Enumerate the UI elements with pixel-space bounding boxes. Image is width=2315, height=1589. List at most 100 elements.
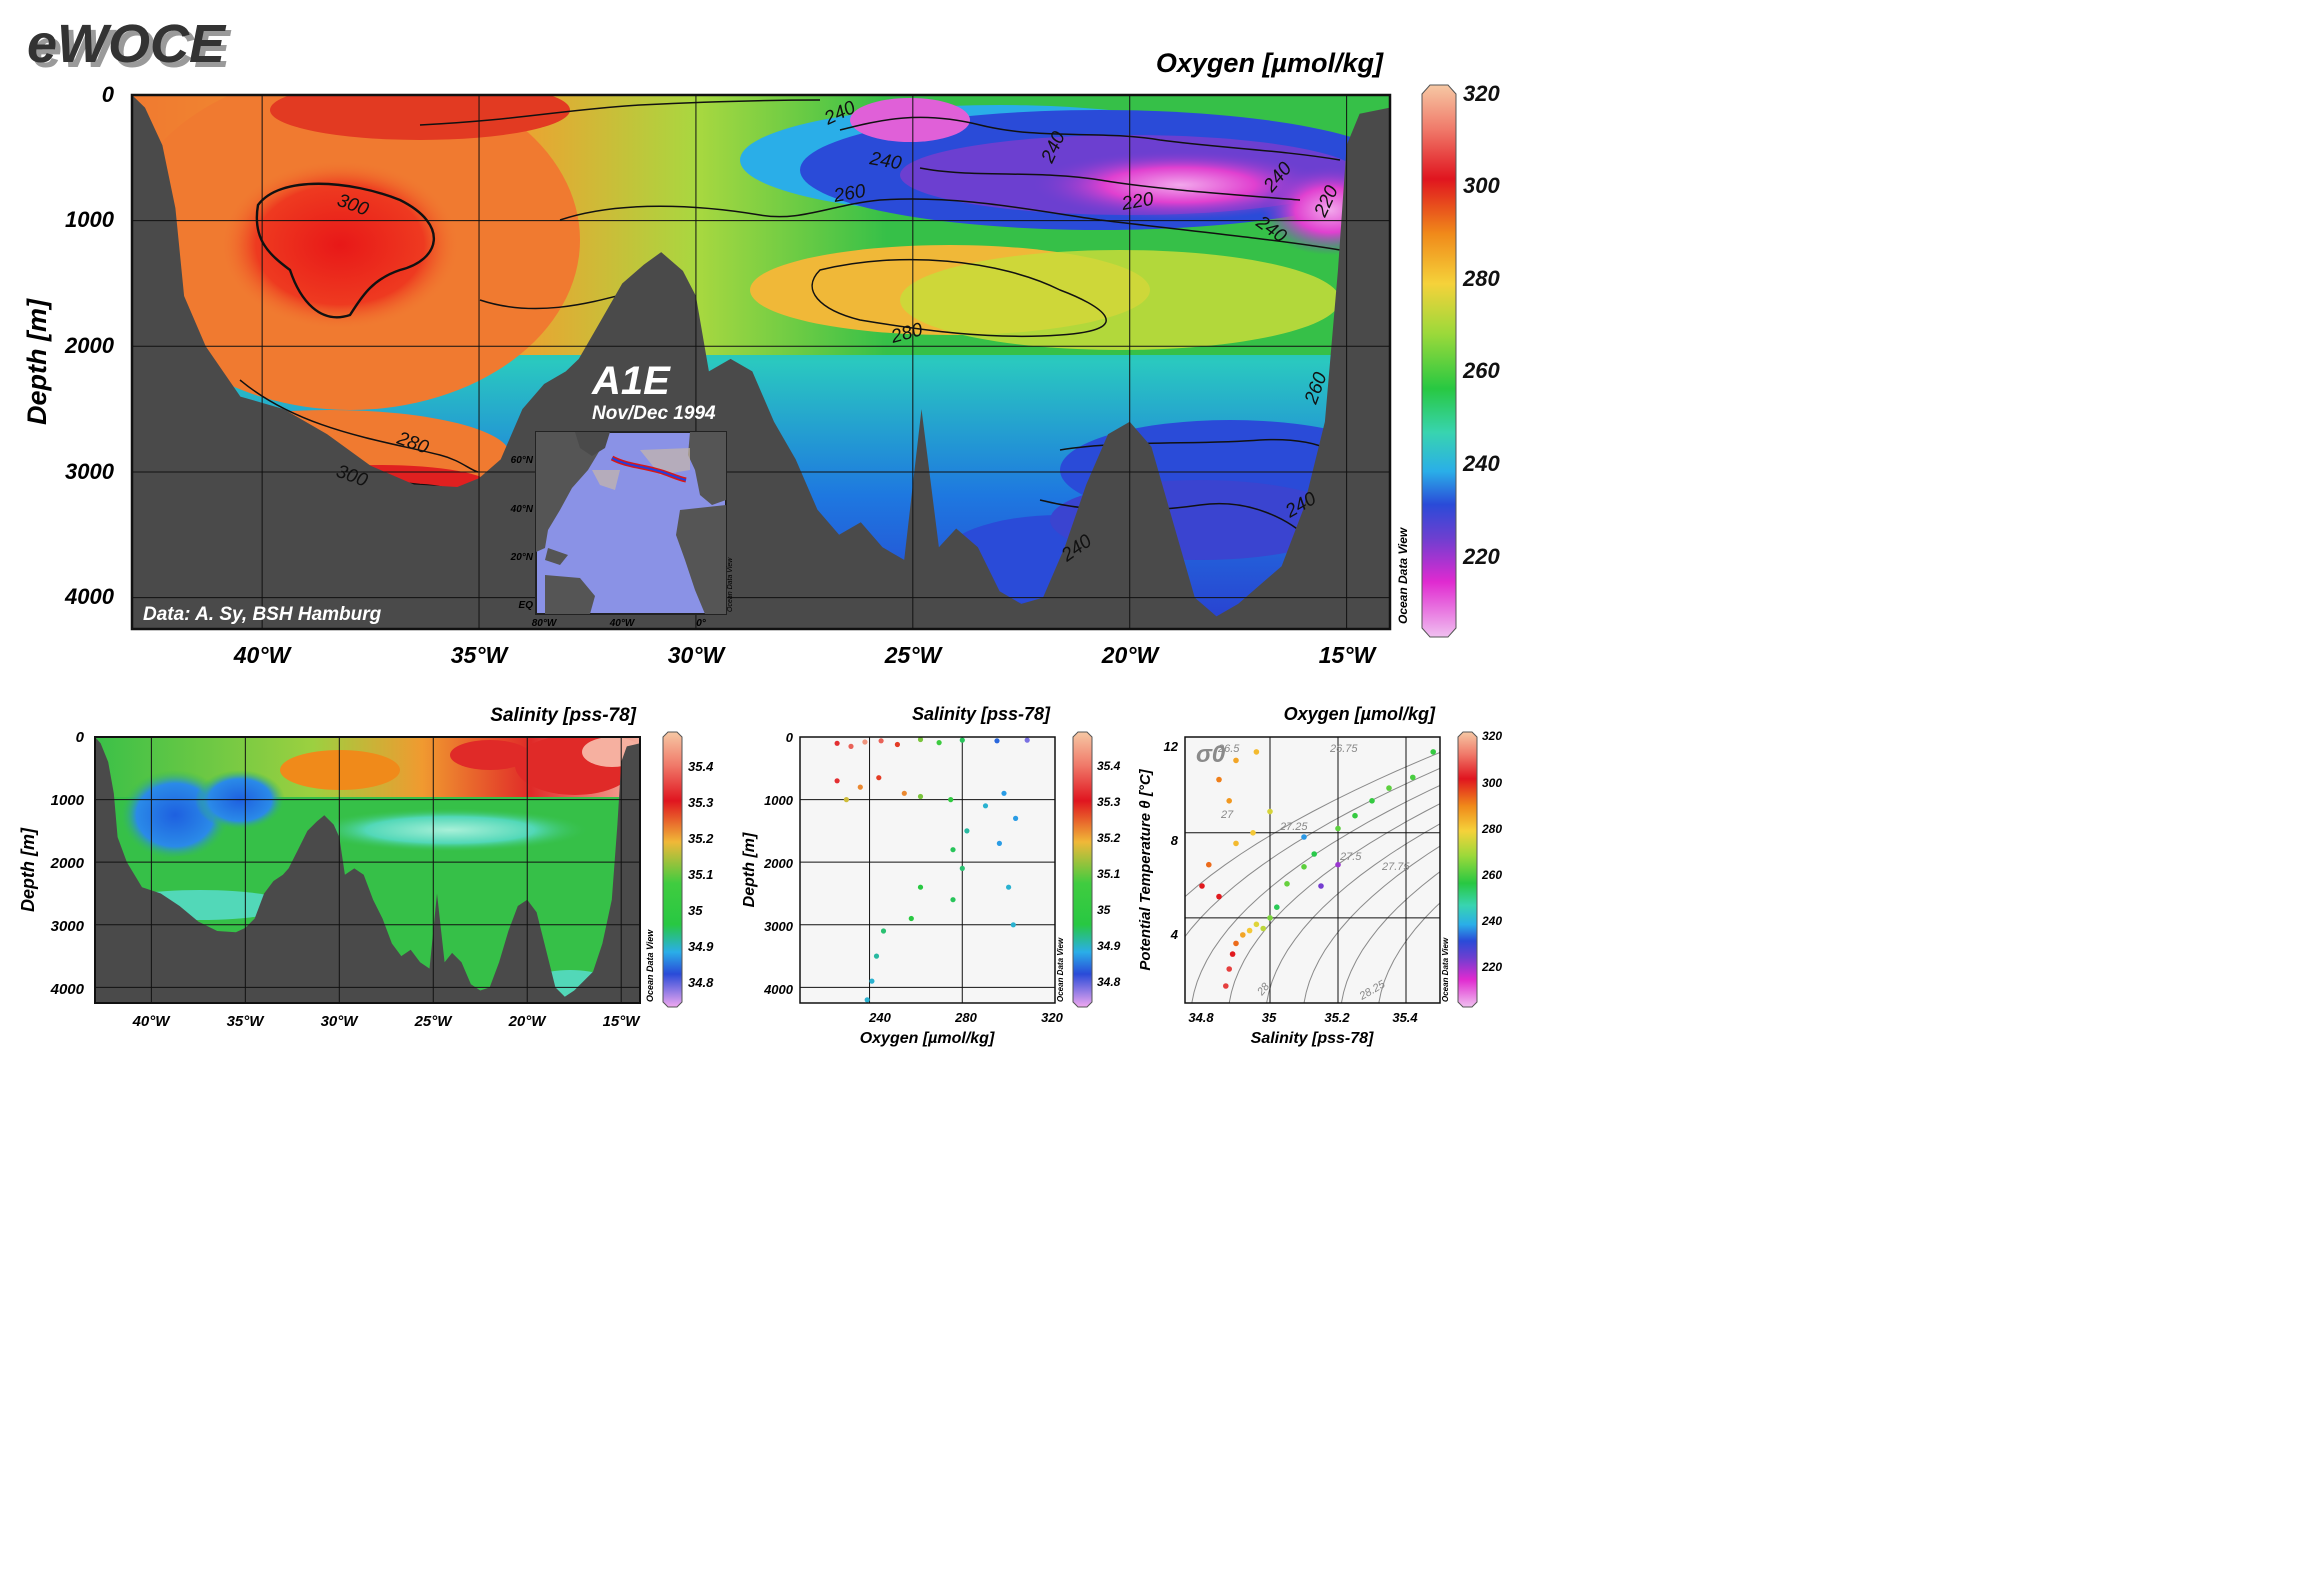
scatter-depth-frame — [799, 736, 1056, 1004]
ts-y-tick-labels: 12 8 4 — [1164, 739, 1179, 942]
scatter-point — [1253, 921, 1260, 928]
scatter-point — [1216, 893, 1222, 900]
y-tick-label: 4000 — [64, 584, 115, 609]
colorbar-tick: 280 — [1481, 822, 1502, 836]
isopycnal-line — [1378, 902, 1440, 1003]
scatter-point — [1267, 915, 1273, 921]
scatter-point — [1240, 932, 1246, 938]
isopycnal-label: 27.5 — [1339, 851, 1362, 863]
scatter-point — [1229, 951, 1236, 957]
scatter-point — [1352, 812, 1358, 819]
africa-landmass — [676, 505, 726, 614]
ewoce-logo: eWOCE — [27, 14, 227, 74]
x-tick-label: 25°W — [884, 642, 944, 668]
salinity-gridlines — [95, 737, 640, 1003]
colorbar-tick: 260 — [1481, 868, 1502, 882]
scatter-depth-title: Salinity [pss-78] — [912, 704, 1051, 724]
isopycnal-line — [1303, 845, 1440, 1003]
south-america-landmass — [545, 575, 595, 614]
scatter-depth-x-axis-label: Oxygen [µmol/kg] — [860, 1030, 995, 1047]
colorbar-tick: 34.8 — [688, 975, 714, 990]
salinity-colorbar-scatter: 35.4 35.3 35.2 35.1 35 34.9 34.8 Ocean D… — [1056, 731, 1121, 1008]
scatter-point — [1250, 830, 1256, 836]
colorbar-tick: 34.8 — [1097, 975, 1121, 989]
scatter-point — [878, 738, 884, 744]
isopycnal-label: 26.5 — [1217, 743, 1240, 755]
oxygen-section-title: Oxygen [µmol/kg] — [1156, 48, 1384, 78]
y-tick-label: 4000 — [50, 981, 85, 998]
x-tick-label: 280 — [954, 1010, 977, 1025]
odv-watermark: Ocean Data View — [1396, 527, 1410, 624]
colorbar-tick: 300 — [1463, 173, 1500, 198]
salinity-field — [95, 737, 640, 1003]
inset-lat-label: EQ — [519, 600, 534, 611]
scatter-point — [876, 775, 882, 781]
colorbar-tick: 240 — [1481, 914, 1502, 928]
x-tick-label: 25°W — [414, 1013, 454, 1030]
scatter-point — [1369, 798, 1375, 804]
colorbar-tick: 35.2 — [688, 831, 714, 846]
greenland-landmass — [575, 432, 610, 456]
inset-lon-label: 0° — [696, 618, 707, 629]
ts-diagram-panel: Oxygen [µmol/kg] σ0 26.5 26.75 27 27.25 … — [1137, 704, 1441, 1047]
scatter-depth-background — [800, 737, 1055, 1003]
location-inset-map: 60°N 40°N 20°N EQ 80°W 40°W 0° Ocean Dat… — [510, 431, 734, 629]
x-tick-label: 240 — [868, 1010, 891, 1025]
scatter-depth-x-tick-labels: 240 280 320 — [868, 1010, 1063, 1025]
ts-gridlines — [1185, 737, 1440, 1003]
colorbar-tick: 35 — [688, 903, 703, 918]
x-tick-label: 40°W — [233, 642, 293, 668]
ts-x-axis-label: Salinity [pss-78] — [1251, 1030, 1374, 1047]
scatter-point — [959, 865, 965, 872]
scatter-point — [936, 740, 942, 746]
scatter-point — [1253, 749, 1260, 755]
salinity-bottom-topography — [95, 737, 640, 1003]
scatter-point — [1226, 966, 1232, 972]
isopycnal-label: 27.75 — [1381, 861, 1410, 873]
a1e-cruise-track-core — [611, 457, 687, 481]
scatter-point — [894, 741, 901, 748]
scatter-point — [908, 915, 914, 922]
y-tick-label: 3000 — [51, 918, 85, 935]
salinity-colorbar-ticks: 35.4 35.3 35.2 35.1 35 34.9 34.8 — [688, 759, 714, 990]
scatter-point — [996, 840, 1003, 847]
x-tick-label: 35.2 — [1324, 1010, 1350, 1025]
isopycnal-line — [1340, 871, 1440, 1003]
scatter-point — [1260, 925, 1266, 932]
x-tick-label: 40°W — [132, 1013, 172, 1030]
y-tick-label: 2000 — [50, 855, 85, 872]
x-tick-label: 320 — [1041, 1010, 1063, 1025]
colorbar-tick: 35.3 — [1097, 795, 1121, 809]
ts-diagram-title: Oxygen [µmol/kg] — [1284, 704, 1436, 724]
cruise-date: Nov/Dec 1994 — [592, 403, 716, 424]
y-tick-label: 3000 — [65, 459, 115, 484]
y-tick-label: 8 — [1171, 833, 1179, 848]
colorbar-tick: 220 — [1462, 544, 1500, 569]
scatter-point — [1301, 864, 1307, 870]
scatter-point — [873, 953, 880, 959]
scatter-point — [1010, 922, 1016, 928]
x-tick-label: 35 — [1262, 1010, 1277, 1025]
scatter-point — [869, 978, 875, 984]
isopycnal-line — [1228, 803, 1440, 1003]
inset-lon-label: 40°W — [609, 618, 636, 629]
ts-background — [1185, 737, 1440, 1003]
odv-watermark: Ocean Data View — [1441, 937, 1450, 1002]
isopycnal-label: 27.25 — [1279, 821, 1308, 833]
colorbar-tick: 260 — [1462, 358, 1500, 383]
inset-lat-label: 60°N — [511, 455, 534, 466]
y-tick-label: 4 — [1170, 927, 1179, 942]
scatter-point — [1233, 757, 1239, 764]
colorbar-tick: 35.4 — [688, 759, 714, 774]
scatter-point — [950, 897, 956, 903]
scatter-point — [1024, 737, 1030, 743]
scatter-point — [917, 793, 924, 800]
data-credit: Data: A. Sy, BSH Hamburg — [143, 604, 382, 625]
x-tick-label: 30°W — [668, 642, 727, 668]
x-tick-label: 15°W — [1319, 642, 1378, 668]
scatter-point — [1001, 790, 1007, 796]
scatter-point — [1284, 881, 1290, 887]
colorbar-tick: 280 — [1462, 266, 1500, 291]
inset-lat-label: 20°N — [510, 552, 534, 563]
